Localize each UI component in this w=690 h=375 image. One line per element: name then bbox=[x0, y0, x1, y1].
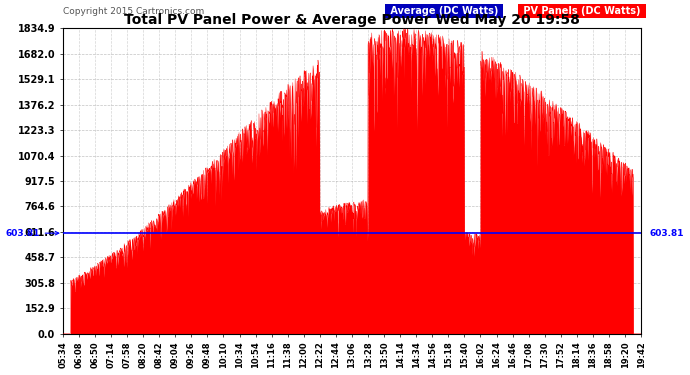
Title: Total PV Panel Power & Average Power Wed May 20 19:58: Total PV Panel Power & Average Power Wed… bbox=[124, 13, 580, 27]
Text: 603.81: 603.81 bbox=[6, 229, 59, 238]
Text: Copyright 2015 Cartronics.com: Copyright 2015 Cartronics.com bbox=[63, 7, 204, 16]
Text: 603.81: 603.81 bbox=[649, 229, 684, 238]
Text: Average (DC Watts): Average (DC Watts) bbox=[386, 6, 502, 16]
Text: PV Panels (DC Watts): PV Panels (DC Watts) bbox=[520, 6, 644, 16]
